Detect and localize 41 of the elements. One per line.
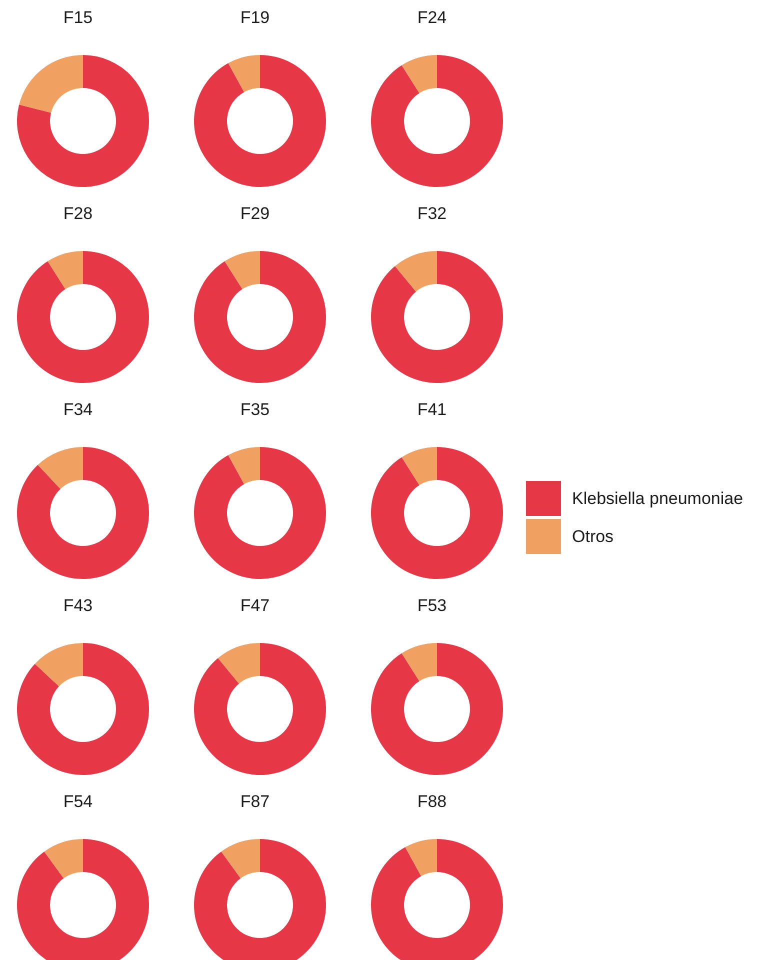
donut-slice [17,447,149,579]
chart-title: F88 [416,792,448,812]
donut-slice [371,447,503,579]
donut-slice [371,55,503,187]
donut-slice [402,447,437,486]
chart-title: F32 [416,204,448,224]
chart-title: F28 [62,204,94,224]
donut-slice [17,251,149,383]
donut-slice [48,251,83,290]
legend-label: Klebsiella pneumoniae [572,488,744,508]
donut-slice [371,643,503,775]
donut-slice [194,55,326,187]
chart-title: F53 [416,596,448,616]
chart-title: F15 [62,8,94,28]
donut-slice [38,447,83,489]
donut-slice [402,643,437,682]
donut-slice [218,643,260,684]
donut-slice [224,251,260,290]
donut-slice [371,251,503,383]
donut-slice [228,55,260,92]
chart-title: F87 [239,792,271,812]
chart-title: F34 [62,400,94,420]
chart-title: F47 [239,596,271,616]
donut-slice [394,251,437,292]
donut-slice [34,643,83,686]
chart-title: F19 [239,8,271,28]
donut-slice [402,55,437,94]
donut-slice [19,55,83,113]
donut-slice [17,643,149,775]
chart-title: F35 [239,400,271,420]
chart-title: F29 [239,204,271,224]
donut-slice [228,447,260,484]
chart-title: F43 [62,596,94,616]
donut-slice [194,643,326,775]
chart-title: F41 [416,400,448,420]
chart-title: F24 [416,8,448,28]
legend-label: Otros [572,526,614,546]
donut-slice [17,55,149,187]
donut-slice [194,251,326,383]
chart-title: F54 [62,792,94,812]
donut-slice [194,447,326,579]
